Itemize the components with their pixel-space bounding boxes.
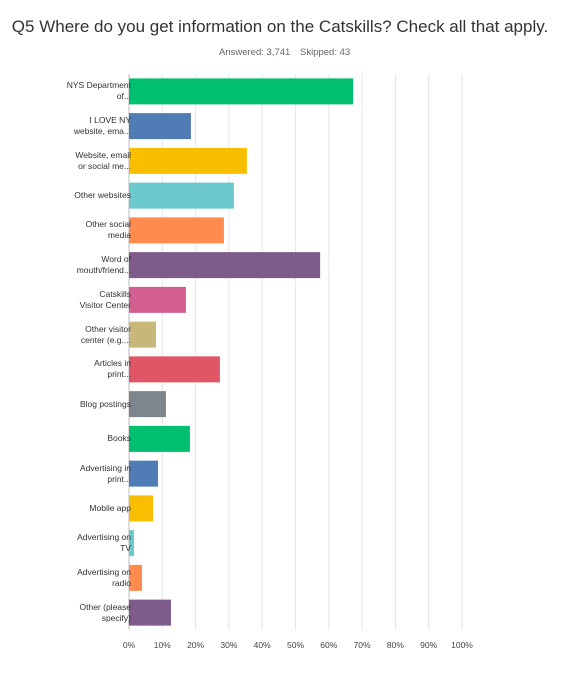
x-tick-label: 20% [187,640,205,650]
y-tick-label: Website, email or social me... [75,149,131,171]
bar [129,460,158,487]
y-tick-label: NYS Department of... [66,80,131,102]
y-tick-label: Other websites [74,190,131,201]
y-tick-label: Advertising in print... [79,462,131,484]
bar [129,391,166,418]
x-tick-label: 80% [386,640,404,650]
x-tick-label: 70% [353,640,371,650]
y-tick-label: Advertising on radio [77,566,131,588]
bar [129,425,190,452]
y-tick-label: Word of mouth/friend... [76,254,131,276]
bar [129,182,234,209]
bar [129,147,247,174]
bar [129,78,354,105]
y-tick-label: Other visitor center (e.g.... [80,323,131,345]
y-tick-label: Books [107,433,131,444]
bar [129,113,191,140]
x-tick-label: 90% [420,640,438,650]
y-tick-label: Articles in print... [94,358,131,380]
bar [129,564,142,591]
chart-title: Q5 Where do you get information on the C… [11,17,549,36]
y-tick-label: Blog postings [79,398,131,409]
y-tick-label: I LOVE NY website, ema... [73,115,131,137]
x-tick-label: 30% [220,640,238,650]
bar [129,217,224,244]
bar [129,599,171,626]
bar [129,356,220,383]
bar [129,495,153,522]
bar [129,530,134,557]
bar [129,286,186,313]
y-tick-label: Other social media [85,219,131,241]
skipped: Skipped: 43 [300,47,351,58]
x-tick-label: 60% [320,640,338,650]
x-tick-label: 0% [122,640,136,650]
y-tick-label: Mobile app [89,502,131,513]
bar [129,321,156,348]
x-tick-label: 50% [286,640,304,650]
bar [129,252,321,279]
y-tick-label: Catskills Visitor Center [79,288,131,310]
x-tick-label: 100% [451,640,473,650]
x-tick-label: 10% [153,640,171,650]
answered: Answered: 3,741 [219,47,291,58]
x-tick-label: 40% [253,640,271,650]
y-tick-label: Other (please specify) [79,601,132,623]
y-tick-label: Advertising on TV [77,532,131,554]
